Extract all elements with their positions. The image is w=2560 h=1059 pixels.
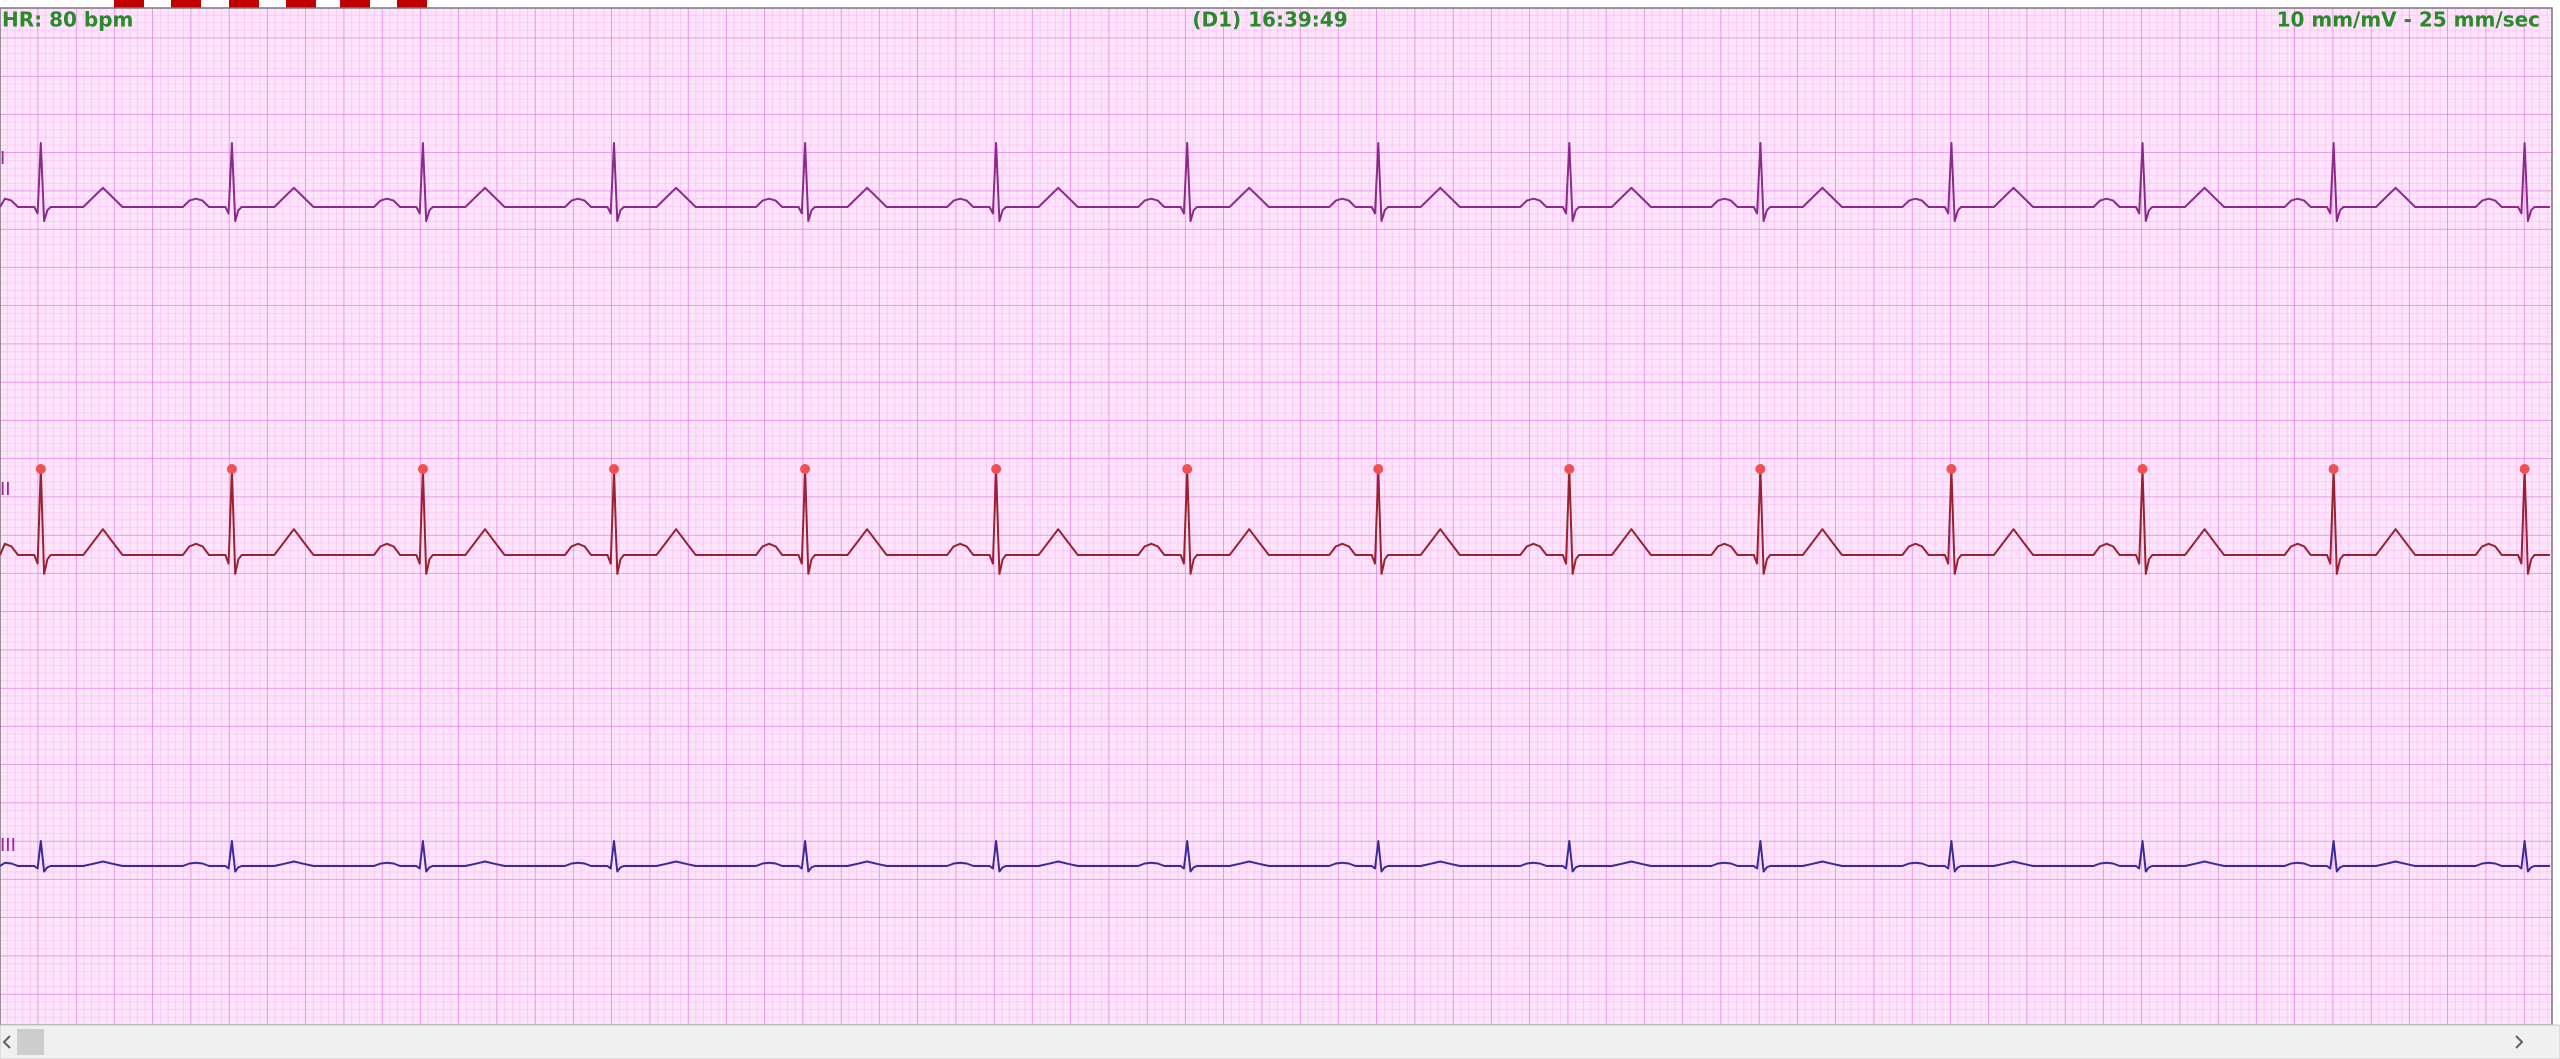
ecg-grid <box>0 8 2552 1025</box>
scrollbar[interactable] <box>0 1024 2560 1059</box>
scrollbar-track[interactable] <box>0 1024 2560 1059</box>
r-peak-marker <box>1373 464 1384 474</box>
r-peak-marker <box>417 464 428 474</box>
ecg-trace <box>0 468 2550 575</box>
scrollbar-thumb[interactable] <box>17 1029 44 1055</box>
r-peak-marker <box>226 464 237 474</box>
r-peak-marker <box>35 464 46 474</box>
r-peak-marker <box>609 464 620 474</box>
r-peak-marker <box>2519 464 2530 474</box>
r-peak-marker <box>1946 464 1957 474</box>
r-peak-marker <box>2328 464 2339 474</box>
r-peak-marker <box>1564 464 1575 474</box>
traces <box>0 142 2550 873</box>
r-peak-marker <box>800 464 811 474</box>
scale-info: 10 mm/mV - 25 mm/sec <box>2277 8 2540 32</box>
ecg-trace <box>0 840 2550 873</box>
lead-label: I <box>0 148 5 169</box>
heart-rate: HR: 80 bpm <box>2 8 133 32</box>
scroll-right[interactable] <box>2515 1035 2524 1049</box>
r-peak-marker <box>2137 464 2148 474</box>
lead-label: II <box>0 479 11 500</box>
lead-label: III <box>0 835 16 856</box>
toolbar-marks <box>114 0 427 8</box>
lead-time: (D1) 16:39:49 <box>1192 8 1347 32</box>
ecg-trace <box>0 142 2550 223</box>
scroll-left[interactable] <box>2 1035 11 1049</box>
r-peak-marker <box>1182 464 1193 474</box>
r-peak-marker <box>1755 464 1766 474</box>
r-peak-marker <box>991 464 1002 474</box>
